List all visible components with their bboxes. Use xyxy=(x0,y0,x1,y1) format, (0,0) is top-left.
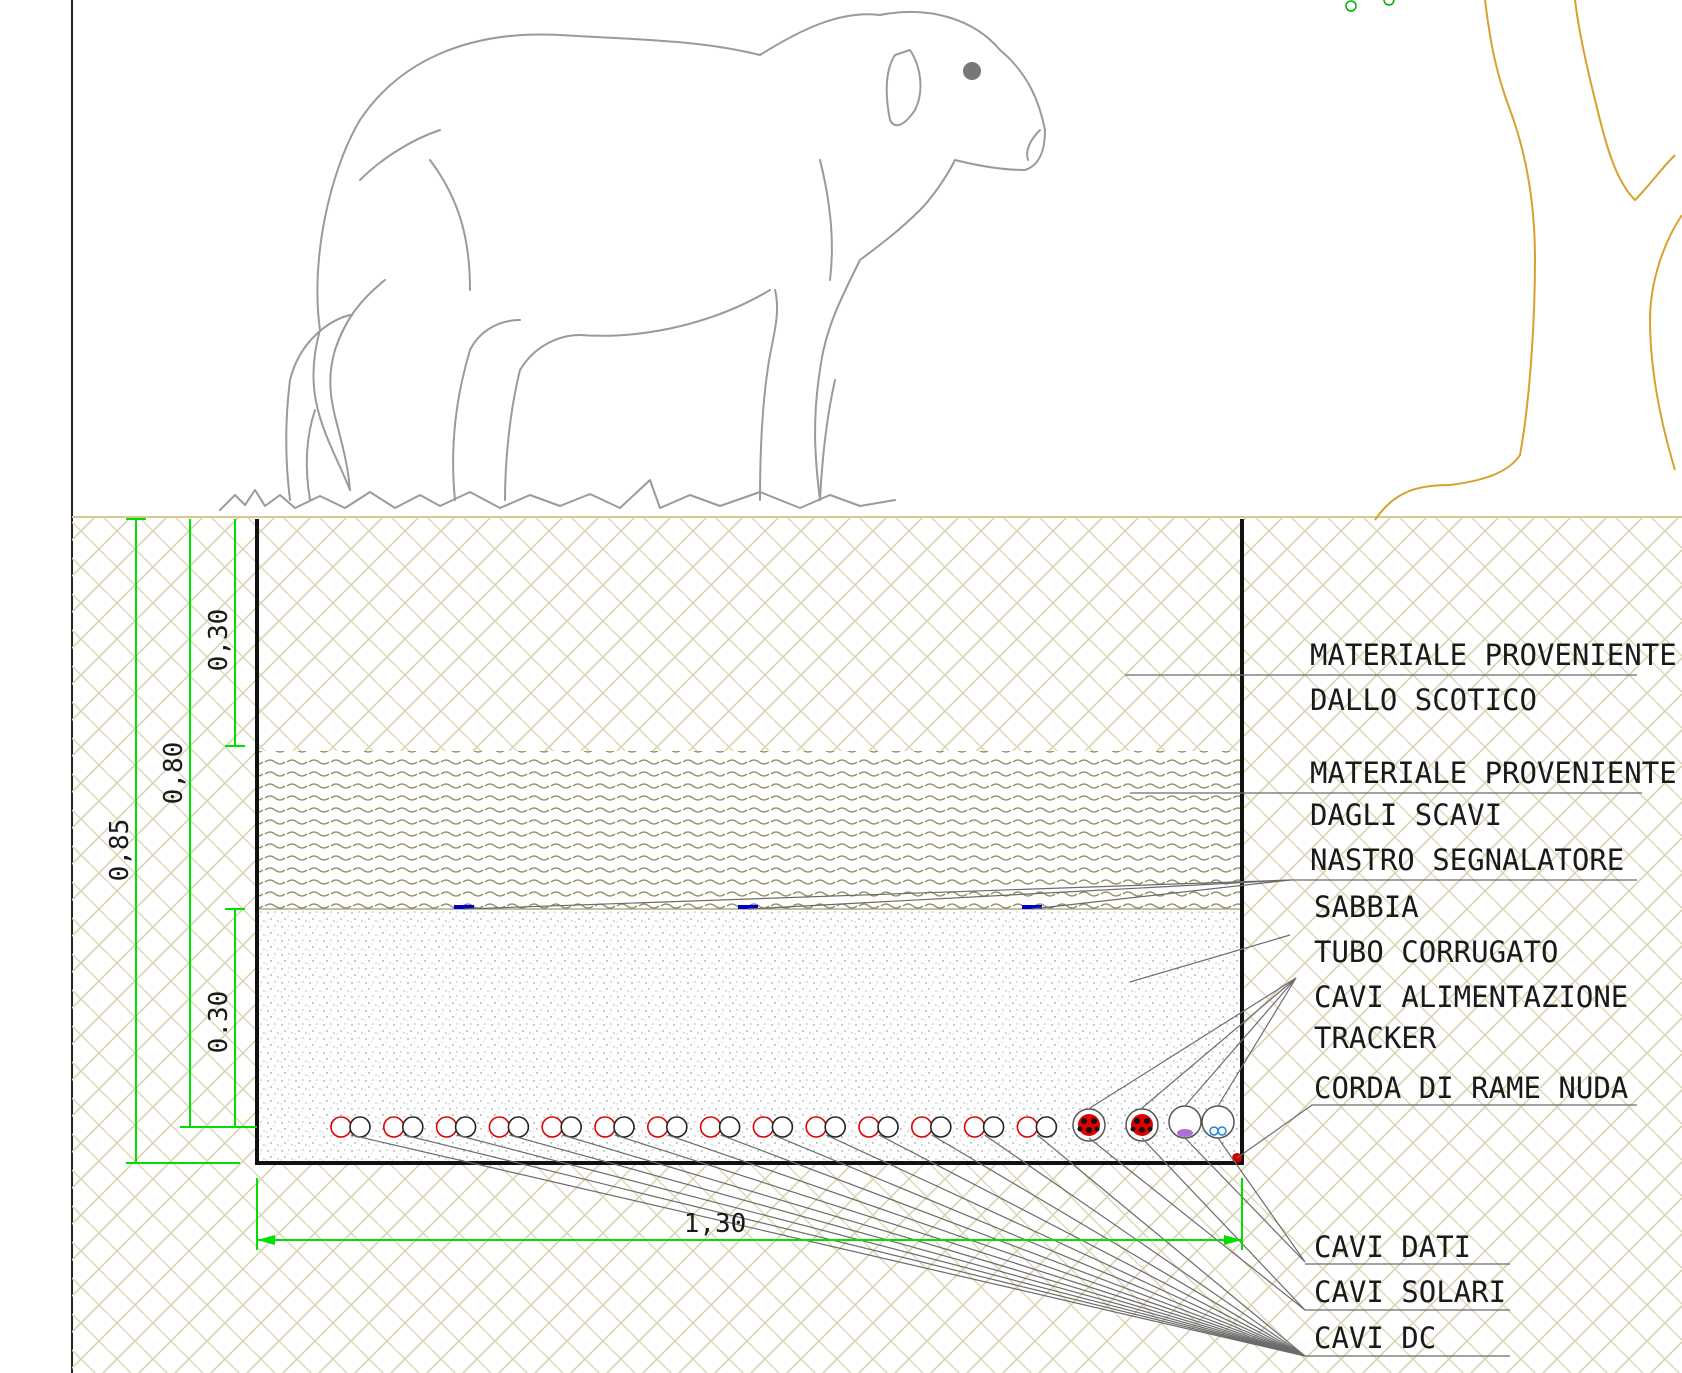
dc-cable-leader xyxy=(773,1134,1306,1357)
dc-cable-positive xyxy=(699,1116,722,1138)
trench xyxy=(255,519,1244,1165)
label-cavi-dc: CAVI DC xyxy=(1314,1321,1436,1355)
dc-cable-leader xyxy=(984,1134,1306,1357)
green-markers xyxy=(1345,0,1395,12)
dc-cable-leader xyxy=(720,1134,1306,1357)
dc-cable-negative xyxy=(929,1116,952,1138)
solar-cable xyxy=(1217,1126,1227,1136)
dc-cable-positive xyxy=(594,1116,616,1138)
sheep-illustration xyxy=(219,11,1046,511)
dc-cable-negative xyxy=(454,1116,477,1138)
dc-cable-positive xyxy=(488,1116,511,1138)
dc-cable-positive xyxy=(910,1116,933,1138)
dc-cable-leader xyxy=(562,1134,1306,1357)
dc-cables-group xyxy=(330,1116,1058,1138)
dim-fill-depth: 0,80 xyxy=(159,742,189,805)
dc-cable-positive xyxy=(752,1116,775,1138)
dc-cable-negative xyxy=(349,1116,371,1138)
dc-cable-leader xyxy=(825,1134,1306,1357)
dc-cable-leader xyxy=(878,1134,1306,1357)
dc-cable-leader xyxy=(667,1134,1306,1357)
dc-cable-positive xyxy=(963,1116,986,1138)
power-cable-bundle-2 xyxy=(1130,1114,1153,1136)
label-materiale-scavi-2: DAGLI SCAVI xyxy=(1310,798,1502,832)
label-cavi-alimentazione-2: TRACKER xyxy=(1314,1021,1437,1055)
leader-lines xyxy=(463,674,1642,1311)
dc-cable-negative xyxy=(665,1116,688,1138)
dc-cable-positive xyxy=(330,1116,352,1138)
dc-cable-negative xyxy=(507,1116,530,1138)
dc-cable-negative xyxy=(982,1116,1005,1138)
dc-cable-positive xyxy=(1016,1116,1039,1138)
dim-trench-width: 1,30 xyxy=(684,1209,747,1239)
label-cavi-solari: CAVI SOLARI xyxy=(1314,1275,1506,1309)
label-materiale-scavi-1: MATERIALE PROVENIENTE xyxy=(1310,756,1677,790)
dc-cable-negative xyxy=(718,1116,741,1138)
dc-cable-leader xyxy=(614,1134,1306,1357)
dc-cable-negative xyxy=(1035,1116,1058,1138)
label-materiale-scotico-1: MATERIALE PROVENIENTE xyxy=(1310,638,1677,672)
dc-cable-positive xyxy=(541,1116,564,1138)
label-nastro-segnalatore: NASTRO SEGNALATORE xyxy=(1310,843,1624,877)
label-sabbia: SABBIA xyxy=(1314,890,1419,924)
dc-cable-leaders xyxy=(350,1134,1306,1357)
dc-cable-negative xyxy=(771,1116,794,1138)
dc-cable-negative xyxy=(877,1116,899,1138)
dc-cable-leader xyxy=(931,1134,1306,1357)
dc-cable-positive xyxy=(646,1116,669,1138)
dc-cable-leader xyxy=(509,1134,1306,1357)
label-tubo-corrugato: TUBO CORRUGATO xyxy=(1314,935,1558,969)
dc-cable-negative xyxy=(824,1116,847,1138)
label-cavi-alimentazione-1: CAVI ALIMENTAZIONE xyxy=(1314,980,1628,1014)
dc-cable-positive xyxy=(435,1116,458,1138)
dc-cable-negative xyxy=(613,1116,635,1138)
dc-cable-positive xyxy=(858,1116,880,1138)
dim-top-layer: 0,30 xyxy=(204,609,234,672)
dc-cable-leader xyxy=(350,1134,1306,1357)
dc-cable-leader xyxy=(1037,1134,1306,1357)
dc-cable-leader xyxy=(456,1134,1306,1357)
label-materiale-scotico-2: DALLO SCOTICO xyxy=(1310,683,1537,717)
tree-illustration xyxy=(1374,0,1682,521)
dc-cable-leader xyxy=(403,1134,1306,1357)
dc-cable-positive xyxy=(805,1116,828,1138)
label-corda-rame: CORDA DI RAME NUDA xyxy=(1314,1071,1628,1105)
dc-cable-positive xyxy=(382,1116,405,1138)
label-cavi-dati: CAVI DATI xyxy=(1314,1230,1471,1264)
data-cable xyxy=(1177,1129,1193,1137)
dimension-lines xyxy=(126,518,1243,1250)
dc-cable-negative xyxy=(560,1116,583,1138)
excavated-material-layer xyxy=(257,751,1242,909)
dim-sand-layer: 0.30 xyxy=(204,991,234,1054)
dc-cable-negative xyxy=(401,1116,424,1138)
label-underlines xyxy=(1305,1263,1510,1357)
power-cable-bundle-1 xyxy=(1077,1114,1100,1136)
topsoil-layer xyxy=(257,519,1242,751)
dim-total-depth: 0,85 xyxy=(105,819,135,882)
